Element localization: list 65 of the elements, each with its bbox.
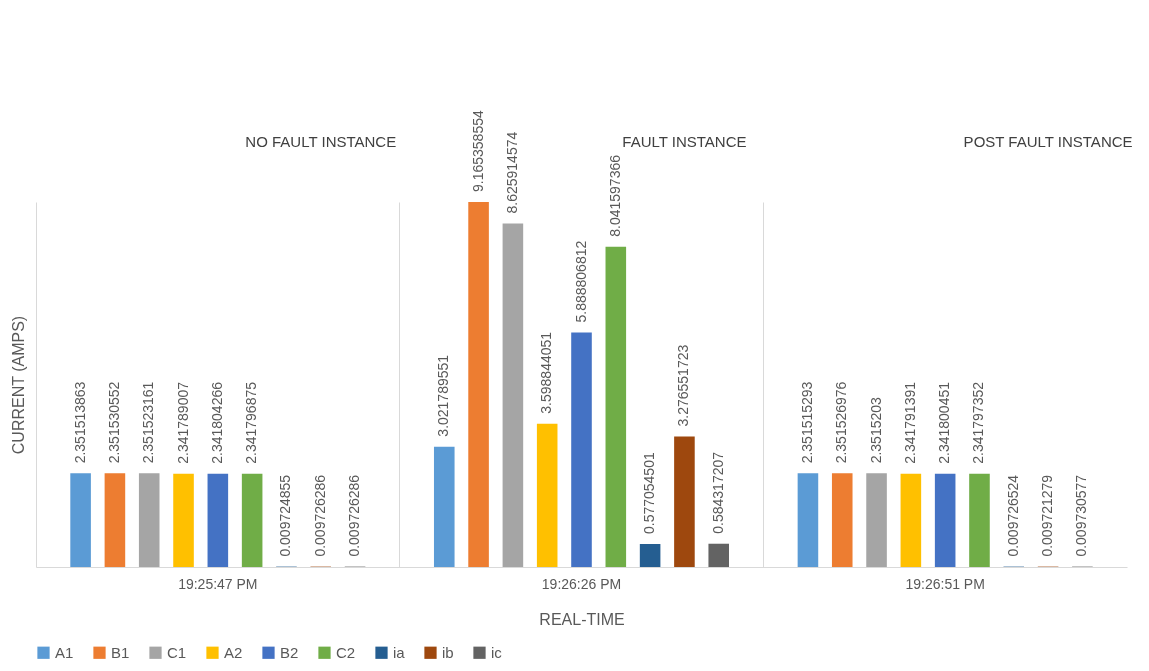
data-label: 0.577054501: [641, 452, 658, 535]
bar: [900, 473, 922, 567]
data-label: 2.341789007: [174, 381, 191, 464]
text: POST FAULT INSTANCE: [963, 133, 1133, 150]
data-label: 5.888806812: [572, 240, 589, 323]
data-label: 0.009721279: [1039, 474, 1056, 557]
legend-label: B2: [280, 643, 299, 661]
bar: [70, 473, 91, 567]
x-tick-label: 19:25:47 PM: [178, 575, 258, 592]
data-label: 2.341796875: [243, 381, 260, 464]
data-label: 3.276551723: [675, 344, 692, 427]
bar: [708, 543, 730, 567]
data-label: 2.351526976: [833, 381, 850, 464]
data-label: 3.021789551: [435, 354, 452, 437]
data-label: 9.165358554: [469, 110, 486, 192]
data-label: 2.351530552: [105, 381, 122, 464]
data-label: 0.009724855: [277, 474, 294, 557]
x-axis-title: REAL-TIME: [539, 610, 625, 628]
bar: [138, 473, 160, 567]
data-label: 2.341791391: [901, 381, 918, 464]
legend-label: ic: [491, 643, 503, 661]
y-axis-title: CURRENT (AMPS): [9, 315, 27, 455]
bar: [104, 473, 126, 567]
bar: [241, 473, 263, 567]
x-tick-label: 19:26:26 PM: [541, 575, 622, 592]
data-label: 8.041597366: [606, 154, 623, 237]
legend-label: C1: [167, 643, 187, 661]
bar: [605, 246, 627, 567]
legend-label: A1: [55, 643, 74, 661]
bar: [433, 446, 455, 567]
bar: [207, 473, 229, 567]
text: NO FAULT INSTANCE: [245, 133, 397, 150]
bar: [173, 473, 194, 567]
bar: [639, 544, 661, 567]
bar: [571, 332, 592, 567]
text: FAULT INSTANCE: [622, 133, 747, 150]
legend-label: B1: [111, 643, 130, 661]
bar: [502, 223, 524, 567]
bar: [468, 202, 489, 567]
data-label: 0.009726286: [311, 474, 328, 557]
bar: [866, 473, 887, 567]
bar: [674, 436, 695, 567]
legend-label: C2: [336, 643, 356, 661]
legend-label: A2: [224, 643, 243, 661]
legend-label: ia: [393, 643, 406, 661]
data-label: 2.341804266: [208, 381, 225, 464]
bar: [536, 423, 558, 567]
x-tick-label: 19:26:51 PM: [905, 575, 985, 592]
data-label: 2.351523161: [140, 381, 157, 464]
bar: [831, 473, 853, 567]
legend-label: ib: [442, 643, 454, 661]
data-label: 2.351515293: [798, 381, 815, 464]
data-label: 2.351513863: [71, 381, 88, 464]
bar: [969, 473, 990, 567]
data-label: 0.009726286: [346, 474, 363, 557]
data-label: 2.3515203: [867, 396, 884, 464]
bar: [797, 473, 819, 567]
data-label: 2.341800451: [936, 381, 953, 464]
data-label: 0.584317207: [709, 451, 726, 534]
data-label: 2.341797352: [970, 381, 987, 464]
data-label: 3.598844051: [538, 331, 555, 414]
data-label: 0.009730577: [1073, 474, 1090, 557]
bar: [934, 473, 956, 567]
data-label: 8.625914574: [503, 131, 520, 214]
data-label: 0.009726524: [1004, 474, 1021, 557]
